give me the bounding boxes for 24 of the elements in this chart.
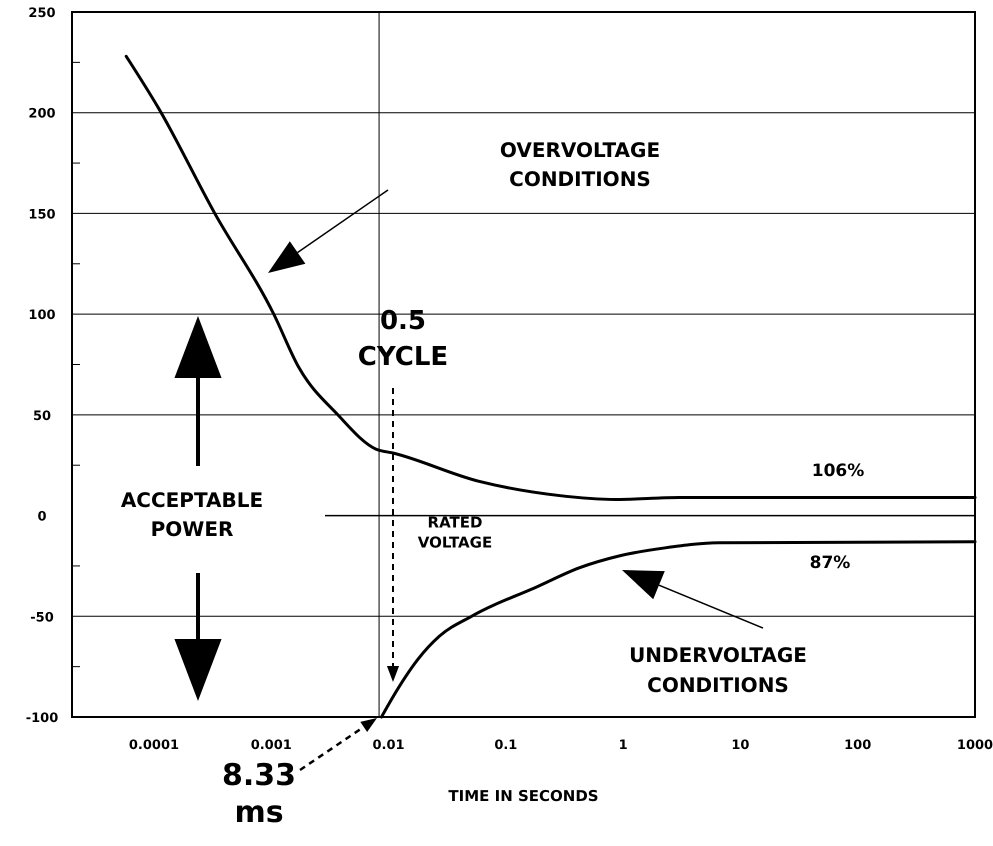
y-tick-label: -50 (30, 610, 54, 626)
y-tick-label: 250 (28, 6, 56, 21)
text: 8.33 ms (222, 758, 296, 830)
x-tick-label: 0.1 (494, 738, 518, 753)
x-tick-label: 100 (844, 738, 872, 753)
annotation: UNDERVOLTAGE CONDITIONS (629, 643, 807, 697)
y-tick-label: 200 (28, 106, 56, 122)
x-tick-label: 0.0001 (128, 738, 180, 753)
x-tick-label: 0.001 (250, 738, 292, 753)
x-tick-label: 10 (731, 738, 750, 753)
x-tick-label: 0.01 (372, 738, 405, 753)
y-tick-label: 0 (37, 510, 47, 525)
x-tick-label: 1 (618, 738, 628, 753)
annotation: 106% (812, 461, 864, 481)
y-tick-label: -100 (26, 711, 58, 726)
x-axis-title: TIME IN SECONDS (448, 787, 599, 805)
annotation: ACCEPTABLE POWER (120, 488, 264, 541)
y-tick-label: 50 (32, 408, 52, 424)
y-tick-label: 100 (28, 308, 56, 324)
x-tick-label: 1000 (956, 738, 993, 753)
annotation: OVERVOLTAGE CONDITIONS (500, 138, 660, 191)
y-tick-label: 150 (28, 207, 56, 222)
annotation: 87% (810, 553, 850, 573)
ref-line-label: RATED VOLTAGE (418, 514, 492, 552)
